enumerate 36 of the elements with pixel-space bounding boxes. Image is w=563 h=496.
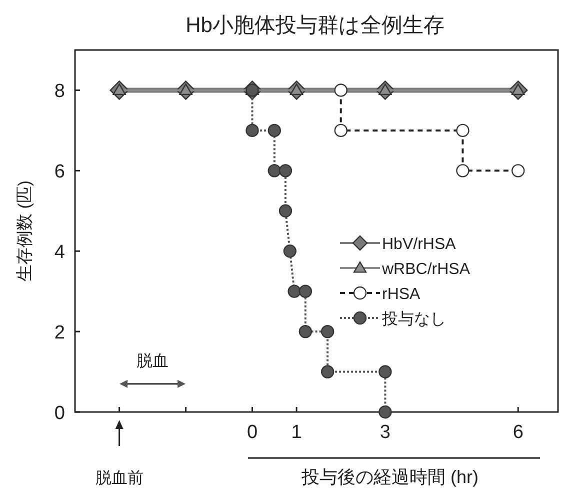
annotation: 脱血	[136, 352, 169, 370]
point	[378, 405, 392, 419]
point	[283, 244, 297, 258]
point	[288, 284, 301, 298]
chart-title: Hb小胞体投与群は全例生存	[186, 14, 444, 37]
x-tick-label: 1	[291, 422, 302, 443]
legend-label: 投与なし	[381, 310, 446, 328]
y-tick-label: 8	[54, 81, 65, 102]
point	[320, 365, 334, 378]
text: 脱血前	[95, 469, 144, 487]
legend-label: HbV/rHSA	[382, 236, 456, 253]
point	[456, 124, 470, 138]
x-tick-label: 0	[246, 422, 258, 443]
point	[246, 124, 259, 138]
point	[512, 164, 525, 178]
point	[278, 204, 292, 218]
y-tick-label: 2	[54, 322, 65, 344]
x-axis-title: 投与後の経過時間 (hr)	[300, 467, 478, 487]
point	[334, 124, 348, 138]
point	[298, 284, 312, 298]
point	[456, 164, 470, 178]
x-tick-label: 6	[512, 422, 524, 443]
legend-label: wRBC/rHSA	[381, 261, 470, 278]
point	[278, 164, 292, 178]
x-tick-label: 3	[380, 422, 390, 443]
point	[378, 365, 392, 378]
point	[298, 324, 312, 338]
point	[268, 164, 282, 178]
y-axis-title: 生存例数 (匹)	[15, 180, 34, 282]
y-tick-label: 6	[54, 162, 65, 183]
y-tick-label: 0	[54, 403, 65, 424]
point	[334, 84, 348, 97]
point	[320, 324, 334, 338]
legend-label: rHSA	[382, 286, 421, 303]
point	[268, 124, 282, 138]
y-tick-label: 4	[54, 242, 66, 264]
